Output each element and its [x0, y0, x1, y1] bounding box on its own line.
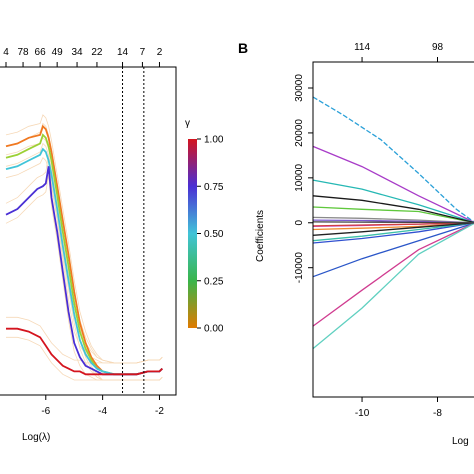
x-tick-label-0: -10	[355, 408, 370, 419]
band-upper-4	[6, 316, 163, 364]
band-upper-0	[5, 114, 163, 364]
top-tick-label-7: 7	[140, 47, 146, 58]
y-tick-label-1: 0	[294, 220, 305, 226]
colorbar-title: γ	[185, 118, 190, 129]
colorbar-tick-label-3: 0.75	[204, 182, 224, 193]
top-tick-label-5: 22	[91, 47, 103, 58]
coef-path-7	[312, 195, 474, 224]
coef-path-11	[312, 222, 474, 244]
panel-b: B -10000 0 10000 20000 30000 -10 -8 114 98 Coe…	[238, 40, 474, 447]
coef-path-5	[312, 222, 474, 350]
top-tick-label-0: 4	[3, 47, 9, 58]
top-tick-label-8: 2	[157, 47, 163, 58]
colorbar-tick-label-2: 0.50	[204, 229, 224, 240]
top-tick-label-1: 78	[17, 47, 29, 58]
x-tick-label-1: -8	[433, 408, 442, 419]
series-line-4	[6, 327, 163, 376]
series-lines	[5, 124, 163, 376]
colorbar-tick-label-4: 1.00	[204, 135, 224, 146]
x-tick-label-2: -2	[155, 406, 164, 417]
reference-lines	[122, 67, 145, 395]
top-tick-label-3: 49	[52, 47, 64, 58]
panel-b-label: B	[238, 40, 248, 56]
x-tick-label-1: -4	[98, 406, 107, 417]
colorbar-tick-label-0: 0.00	[204, 324, 224, 335]
series-line-0	[5, 124, 163, 376]
coef-path-14	[312, 222, 474, 236]
coef-path-13	[312, 222, 474, 227]
coef-path-12	[312, 222, 474, 242]
coef-path-1	[312, 145, 474, 223]
panel-a-frame	[0, 66, 177, 396]
top-axis: 114 98	[354, 42, 443, 62]
x-axis: -10 -8	[355, 397, 442, 419]
x-axis-label: Log(λ)	[22, 432, 50, 443]
coef-path-6	[312, 206, 474, 224]
top-tick-label-2: 66	[35, 47, 47, 58]
y-tick-label-0: -10000	[294, 252, 305, 284]
y-axis-label: Coefficients	[255, 210, 266, 262]
series-lines	[312, 96, 474, 350]
y-axis: -10000 0 10000 20000 30000	[294, 74, 313, 284]
band-upper-2	[5, 137, 163, 364]
colorbar: γ 0.00 0.25 0.50 0.75 1.00	[185, 118, 224, 335]
x-tick-label-0: -6	[41, 406, 50, 417]
panel-a: -6 -4 -2 4 78 66 49 34 22 14 7 2 Log(λ)	[0, 47, 177, 443]
y-tick-label-3: 20000	[294, 119, 305, 147]
coef-path-3	[312, 222, 474, 278]
top-tick-label-6: 14	[117, 47, 129, 58]
top-tick-label-1: 98	[432, 42, 444, 53]
coef-path-16	[312, 221, 474, 224]
coef-path-0	[312, 96, 474, 223]
coef-path-4	[312, 222, 474, 327]
coef-path-2	[312, 179, 474, 224]
top-tick-label-0: 114	[354, 42, 370, 53]
top-tick-label-4: 34	[71, 47, 83, 58]
colorbar-tick-label-1: 0.25	[204, 276, 224, 287]
x-axis: -6 -4 -2	[41, 395, 164, 417]
y-tick-label-4: 30000	[294, 74, 305, 102]
colorbar-ticks: 0.00 0.25 0.50 0.75 1.00	[197, 135, 224, 335]
band-lower-4	[6, 336, 163, 381]
y-tick-label-2: 10000	[294, 164, 305, 192]
top-axis: 4 78 66 49 34 22 14 7 2	[3, 47, 163, 67]
panel-b-frame	[312, 61, 474, 398]
x-axis-label: Log	[452, 436, 469, 447]
colorbar-gradient	[188, 139, 197, 328]
